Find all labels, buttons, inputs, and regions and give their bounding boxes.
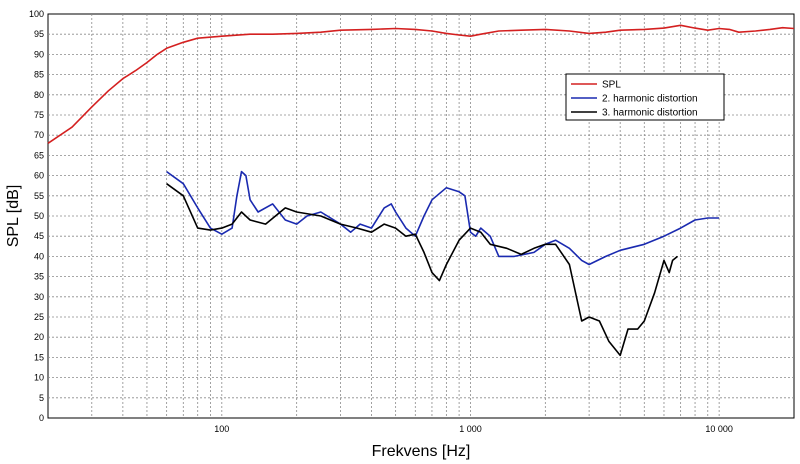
tick-layer: 0 5 10 15 20 25 30 35 40 45 50 55 60 65 70 75 80 85 90 95 10… — [29, 9, 733, 434]
y-tick-label: 10 — [34, 373, 44, 383]
y-tick-label: 20 — [34, 332, 44, 342]
y-tick-label: 90 — [34, 49, 44, 59]
y-tick-label: 100 — [29, 9, 44, 19]
grid-layer — [48, 14, 794, 418]
y-tick-label: 45 — [34, 231, 44, 241]
y-tick-label: 40 — [34, 251, 44, 261]
series-line-1 — [47, 24, 795, 144]
y-tick-label: 25 — [34, 312, 44, 322]
legend-label: 2. harmonic distortion — [602, 94, 698, 105]
y-tick-label: 80 — [34, 90, 44, 100]
y-tick-label: 5 — [39, 393, 44, 403]
series-layer — [47, 24, 795, 357]
y-tick-label: 70 — [34, 130, 44, 140]
x-tick-label: 1 000 — [459, 424, 482, 434]
legend-label: 3. harmonic distortion — [602, 108, 698, 119]
y-tick-label: 50 — [34, 211, 44, 221]
legend-label: SPL — [602, 80, 621, 91]
x-tick-label: 10 000 — [705, 424, 733, 434]
y-axis-title: SPL [dB] — [5, 185, 22, 248]
y-tick-label: 65 — [34, 150, 44, 160]
y-tick-label: 30 — [34, 292, 44, 302]
x-axis-title: Frekvens [Hz] — [372, 443, 471, 460]
y-tick-label: 55 — [34, 191, 44, 201]
y-tick-label: 0 — [39, 413, 44, 423]
y-tick-label: 95 — [34, 29, 44, 39]
legend: SPL 2. harmonic distortion 3. harmonic dis… — [565, 73, 725, 121]
y-tick-label: 60 — [34, 171, 44, 181]
y-tick-label: 35 — [34, 272, 44, 282]
y-tick-label: 85 — [34, 70, 44, 80]
series-line-2 — [166, 170, 720, 266]
y-tick-label: 75 — [34, 110, 44, 120]
y-tick-label: 15 — [34, 352, 44, 362]
series-line-3 — [166, 183, 679, 357]
x-tick-label: 100 — [214, 424, 229, 434]
